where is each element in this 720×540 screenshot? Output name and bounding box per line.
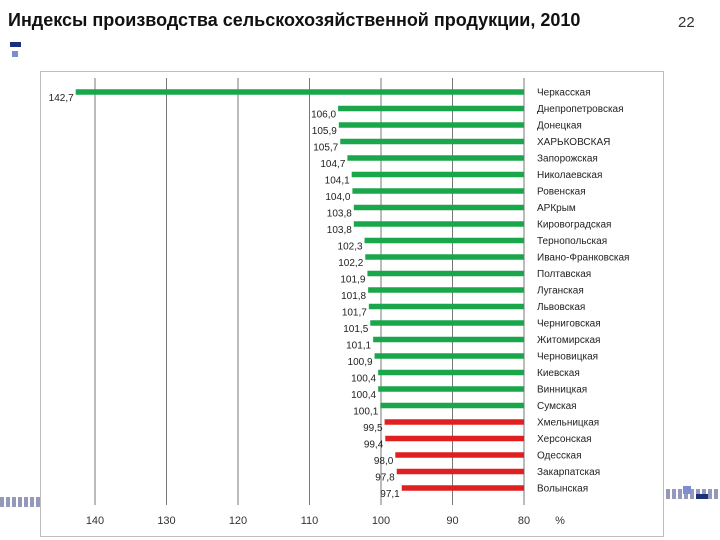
bar [353,204,524,211]
data-label: 99,5 [363,423,383,434]
data-label: 101,1 [346,341,371,352]
x-tick-label: 130 [157,515,175,527]
bar [401,485,524,491]
x-tick-label: 140 [86,515,104,527]
bar [368,287,524,293]
bar [347,155,524,161]
data-label: 104,7 [320,159,345,170]
decor-square [10,42,21,47]
category-label: Запорожская [537,154,598,165]
category-label: Ивано-Франковская [537,253,629,264]
bar [374,353,524,359]
data-label: 97,8 [375,473,395,484]
bar [396,468,524,475]
data-label: 102,3 [338,242,363,253]
data-label: 104,0 [325,192,350,203]
bar [373,336,524,343]
category-label: Киевская [537,368,580,379]
bar [340,138,524,145]
x-tick-label: 80 [518,515,530,527]
category-label: Луганская [537,286,584,297]
bar [338,105,524,112]
category-label: Черновицкая [537,352,598,363]
x-tick-label: 90 [446,515,458,527]
slide-title: Индексы производства сельскохозяйственно… [8,10,581,30]
category-label: Волынская [537,484,588,495]
data-label: 102,2 [338,258,363,269]
data-label: 142,7 [49,93,74,104]
data-label: 99,4 [364,440,384,451]
data-label: 105,9 [312,126,337,137]
bar [380,402,524,409]
data-label: 106,0 [311,110,336,121]
data-label: 100,4 [351,390,376,401]
data-label: 98,0 [374,456,394,467]
category-label: Винницкая [537,385,587,396]
slide-number: 22 [678,14,695,31]
decor-dotted-line [666,489,720,499]
category-label: Донецкая [537,121,582,132]
bar [395,452,524,458]
data-label: 97,1 [380,489,400,500]
bar [351,171,524,178]
bar [368,303,524,310]
bar [338,122,524,128]
data-label: 100,1 [353,407,378,418]
data-label: 103,8 [327,209,352,220]
x-tick-label: 110 [301,515,319,527]
category-label: Полтавская [537,269,591,280]
category-label: Черкасская [537,88,591,99]
data-label: 101,5 [343,324,368,335]
category-label: Львовская [537,302,585,313]
bar [385,435,524,442]
bar [370,320,524,326]
data-label: 100,9 [348,357,373,368]
bar [352,188,524,194]
bar [364,237,524,244]
category-label: Одесская [537,451,582,462]
bar [353,221,524,227]
x-tick-label: 120 [229,515,247,527]
category-label: Херсонская [537,434,592,445]
category-label: Черниговская [537,319,601,330]
bar [384,419,524,425]
category-label: Днепропетровская [537,104,624,115]
decor-dotted-line [0,497,44,507]
bar [378,369,524,376]
data-label: 101,9 [340,275,365,286]
data-label: 101,8 [341,291,366,302]
x-unit-label: % [555,515,565,527]
category-label: Ровенская [537,187,586,198]
data-label: 103,8 [327,225,352,236]
x-tick-label: 100 [372,515,390,527]
decor-square [683,486,691,494]
category-label: Тернопольская [537,236,607,247]
data-label: 104,1 [325,176,350,187]
data-label: 101,7 [342,308,367,319]
data-label: 100,4 [351,374,376,385]
bar [75,89,524,95]
bar [378,386,524,392]
category-label: Хмельницкая [537,418,599,429]
category-label: Николаевская [537,170,602,181]
category-label: Закарпатская [537,467,600,478]
category-label: Житомирская [537,335,600,346]
category-label: Кировоградская [537,220,611,231]
data-label: 105,7 [313,143,338,154]
category-label: Сумская [537,401,577,412]
category-label: АРКрым [537,203,576,214]
bar [365,254,524,260]
decor-square [696,494,708,499]
decor-square [12,51,18,57]
category-label: ХАРЬКОВСКАЯ [537,137,610,148]
chart-frame [40,71,664,537]
bar [367,270,524,277]
